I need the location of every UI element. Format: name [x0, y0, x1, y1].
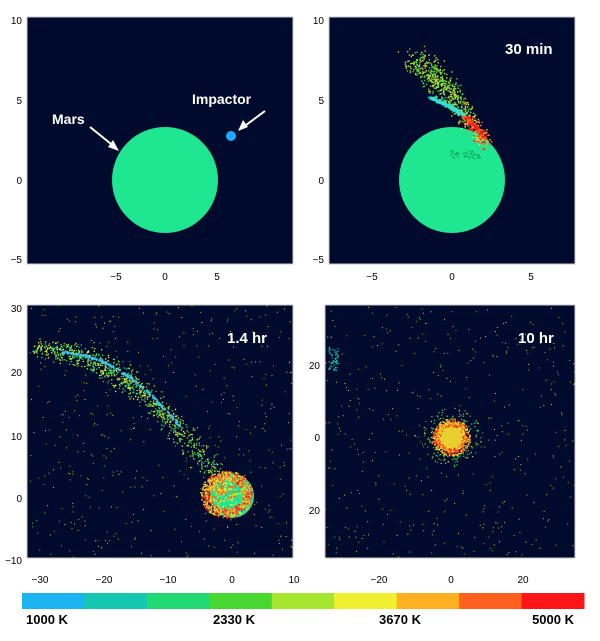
colorbar-segment: [521, 593, 585, 609]
ejecta-plume: [397, 45, 493, 160]
x-tick: −5: [366, 272, 378, 283]
y-tick: −5: [313, 255, 325, 266]
panel-c-x-ticks: −30 −20 −10 0 10: [32, 575, 300, 586]
x-tick: −20: [96, 575, 113, 586]
hot-shell: [423, 407, 482, 468]
panel-d-x-ticks: −20 0 20: [371, 575, 529, 586]
colorbar-segment: [334, 593, 398, 609]
mars-disk: [399, 127, 505, 233]
colorbar-segment: [146, 593, 210, 609]
x-tick: 0: [449, 272, 455, 283]
impactor-body: [226, 131, 236, 141]
y-tick: 10: [11, 432, 23, 443]
y-tick: 20: [309, 361, 321, 372]
panel-title: 30 min: [505, 41, 553, 58]
panel-title: 10 hr: [518, 330, 554, 347]
y-tick: 0: [16, 176, 22, 187]
y-tick: 20: [309, 506, 321, 517]
y-tick: 20: [11, 368, 23, 379]
y-tick: 5: [318, 96, 324, 107]
colorbar-segment: [209, 593, 273, 609]
colorbar-label: 2330 K: [213, 612, 256, 627]
panel-before-impact: Mars Impactor −5 0 5 10 5 0 −5: [11, 16, 294, 283]
colorbar-label: 3670 K: [379, 612, 422, 627]
panel-30-min: 30 min −5 0 5 10 5 0 −5: [313, 16, 576, 283]
y-tick: 0: [318, 176, 324, 187]
mars-label: Mars: [52, 111, 85, 127]
colorbar-label: 5000 K: [532, 612, 575, 627]
y-tick: 0: [314, 433, 320, 444]
y-tick: −5: [11, 255, 23, 266]
colorbar-segment: [396, 593, 460, 609]
mars-disk: [112, 127, 218, 233]
panel-a-y-ticks: 10 5 0 −5: [11, 16, 23, 266]
debris-field: [29, 305, 293, 558]
panel-a-x-ticks: −5 0 5: [110, 272, 220, 283]
y-tick: 10: [313, 16, 325, 27]
y-tick: 0: [16, 494, 22, 505]
colorbar-segment: [84, 593, 148, 609]
panel-c-y-ticks: 30 20 10 0 −10: [5, 304, 22, 567]
y-tick: 30: [11, 304, 23, 315]
colorbar: 1000 K 2330 K 3670 K 5000 K: [22, 593, 585, 627]
y-tick: 10: [11, 16, 23, 27]
x-tick: −10: [160, 575, 177, 586]
colorbar-segment: [271, 593, 335, 609]
x-tick: 0: [229, 575, 235, 586]
y-tick: −10: [5, 556, 22, 567]
colorbar-segment: [459, 593, 522, 609]
x-tick: −30: [32, 575, 49, 586]
x-tick: 20: [517, 575, 529, 586]
x-tick: 0: [162, 272, 168, 283]
x-tick: 0: [448, 575, 454, 586]
panel-1-4-hr: 1.4 hr −30 −20 −10 0 10 30 20 10 0 −10: [5, 304, 300, 586]
panel-10-hr: 10 hr −20 0 20 20 0 20: [309, 304, 576, 586]
y-tick: 5: [16, 96, 22, 107]
panel-d-y-ticks: 20 0 20: [309, 361, 321, 517]
x-tick: 5: [528, 272, 534, 283]
impactor-label: Impactor: [192, 91, 252, 107]
mars-arrow-head: [108, 140, 119, 151]
colorbar-label: 1000 K: [26, 612, 69, 627]
colorbar-segments: [22, 593, 585, 609]
impactor-arrow-head: [238, 120, 248, 131]
colorbar-segment: [22, 593, 85, 609]
panel-b-y-ticks: 10 5 0 −5: [313, 16, 325, 266]
x-tick: −20: [371, 575, 388, 586]
debris-field: [325, 306, 575, 558]
x-tick: 5: [214, 272, 220, 283]
panel-b-x-ticks: −5 0 5: [366, 272, 534, 283]
hot-shell: [200, 470, 254, 519]
x-tick: −5: [110, 272, 122, 283]
panel-title: 1.4 hr: [227, 330, 267, 347]
x-tick: 10: [288, 575, 300, 586]
